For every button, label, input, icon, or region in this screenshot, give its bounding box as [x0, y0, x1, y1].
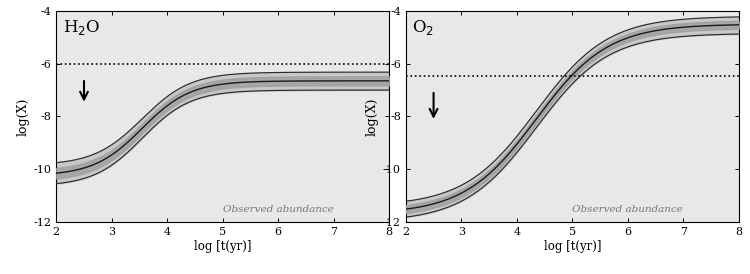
Y-axis label: log(X): log(X): [16, 97, 29, 136]
Y-axis label: log(X): log(X): [366, 97, 379, 136]
Text: Observed abundance: Observed abundance: [572, 205, 683, 214]
X-axis label: log [t(yr)]: log [t(yr)]: [544, 239, 601, 253]
Text: Observed abundance: Observed abundance: [223, 205, 334, 214]
X-axis label: log [t(yr)]: log [t(yr)]: [194, 239, 251, 253]
Text: H$_2$O: H$_2$O: [63, 18, 100, 36]
Text: O$_2$: O$_2$: [413, 18, 434, 36]
